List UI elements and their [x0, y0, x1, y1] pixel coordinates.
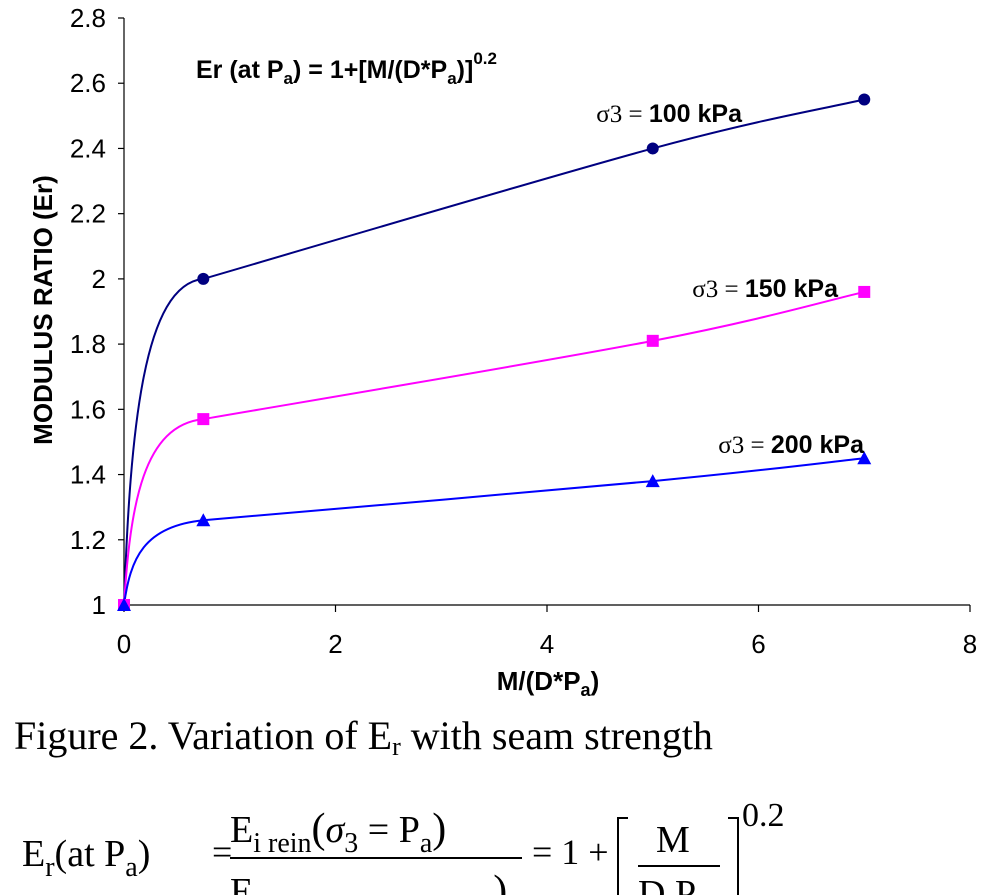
y-tick-label: 1.8	[70, 329, 106, 359]
x-tick-label: 4	[540, 629, 554, 659]
eq-left-bracket	[617, 817, 628, 895]
data-point-triangle	[857, 451, 872, 465]
eq-inner-denominator: D P	[638, 873, 696, 895]
series-label-1: σ3 = 100 kPa	[596, 100, 743, 128]
x-tick-label: 2	[328, 629, 342, 659]
y-tick-label: 2.2	[70, 199, 106, 229]
modulus-ratio-chart: 1 1.2 1.4 1.6 1.8 2 2.2 2.4 2.6 2.8 0 2 4 6 8 σ3 = 10…	[28, 3, 977, 700]
figure-caption: Figure 2. Variation of Er with seam stre…	[14, 713, 713, 761]
eq-equals-2: = 1 +	[532, 832, 609, 872]
modulus-equation: Er(at Pa) = Ei rein(σ3 = Pa) E) = 1 + M …	[22, 800, 785, 895]
y-axis-title: MODULUS RATIO (Er)	[28, 175, 58, 445]
x-tick-label: 6	[751, 629, 765, 659]
y-tick-label: 2.4	[70, 133, 106, 163]
data-point-triangle	[645, 474, 660, 488]
series-markers	[117, 93, 872, 611]
eq-right-bracket	[728, 817, 739, 895]
x-tick-label: 8	[963, 629, 977, 659]
series-line-1	[123, 98, 865, 606]
eq-equals-1: =	[212, 832, 232, 872]
data-point-square	[646, 334, 659, 347]
series-line-3	[123, 457, 865, 606]
y-tick-label: 1	[92, 590, 106, 620]
series-label-2: σ3 = 150 kPa	[692, 275, 839, 303]
data-point-circle	[197, 272, 210, 285]
x-tick-label: 0	[117, 629, 131, 659]
data-point-triangle	[196, 513, 211, 527]
eq-exponent: 0.2	[742, 800, 785, 834]
y-tick-label: 1.4	[70, 460, 106, 490]
data-point-square	[197, 413, 210, 426]
series-labels: σ3 = 100 kPa σ3 = 150 kPa σ3 = 200 kPa	[596, 100, 865, 459]
y-tick-label: 2.6	[70, 68, 106, 98]
data-point-circle	[858, 93, 871, 106]
y-tick-label: 2.8	[70, 3, 106, 33]
eq-lhs: Er(at Pa)	[22, 833, 150, 883]
eq-inner-numerator: M	[656, 819, 690, 861]
series-line-2	[123, 290, 865, 606]
formula-annotation: Er (at Pa) = 1+[M/(D*Pa)]0.2	[196, 49, 497, 88]
data-point-triangle	[117, 598, 131, 611]
x-ticks: 0 2 4 6 8	[117, 605, 977, 659]
data-point-circle	[646, 142, 659, 155]
data-point-square	[858, 285, 871, 298]
y-tick-label: 2	[92, 264, 106, 294]
y-tick-label: 1.2	[70, 525, 106, 555]
series-label-3: σ3 = 200 kPa	[718, 431, 865, 459]
eq-denominator: E)	[230, 868, 507, 895]
x-axis-title: M/(D*Pa)	[497, 666, 599, 700]
series-curves	[123, 98, 865, 606]
y-tick-label: 1.6	[70, 394, 106, 424]
eq-numerator: Ei rein(σ3 = Pa)	[230, 806, 446, 859]
y-ticks: 1 1.2 1.4 1.6 1.8 2 2.2 2.4 2.6 2.8	[70, 3, 124, 620]
